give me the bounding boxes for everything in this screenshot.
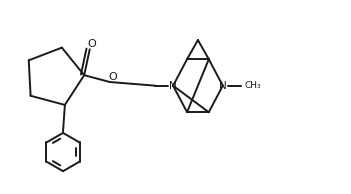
Text: CH₃: CH₃ xyxy=(245,81,261,90)
Text: N: N xyxy=(169,81,177,91)
Text: N: N xyxy=(219,81,227,91)
Text: O: O xyxy=(108,72,117,82)
Text: O: O xyxy=(87,39,96,49)
